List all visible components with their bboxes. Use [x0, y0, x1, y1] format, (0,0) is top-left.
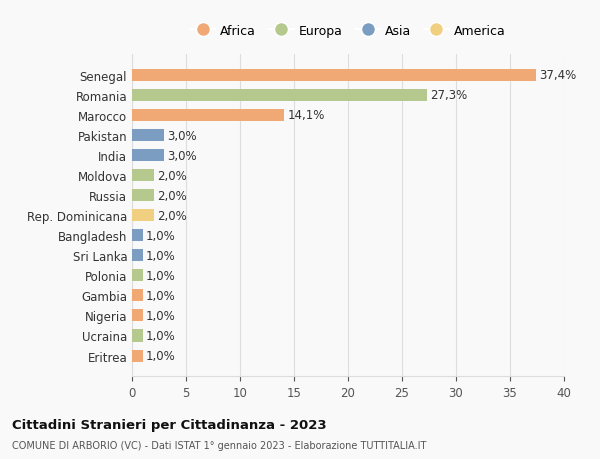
Text: 1,0%: 1,0%	[146, 269, 176, 282]
Bar	[132, 170, 154, 182]
Text: 14,1%: 14,1%	[287, 109, 325, 122]
Text: 1,0%: 1,0%	[146, 329, 176, 342]
Bar	[132, 270, 143, 282]
Text: 1,0%: 1,0%	[146, 349, 176, 362]
Text: 1,0%: 1,0%	[146, 309, 176, 322]
Bar	[132, 150, 164, 162]
Bar	[132, 330, 143, 342]
Text: 27,3%: 27,3%	[430, 89, 467, 102]
Bar	[132, 350, 143, 362]
Text: 1,0%: 1,0%	[146, 289, 176, 302]
Text: 1,0%: 1,0%	[146, 229, 176, 242]
Legend: Africa, Europa, Asia, America: Africa, Europa, Asia, America	[185, 20, 511, 43]
Text: 1,0%: 1,0%	[146, 249, 176, 262]
Bar	[132, 230, 143, 242]
Text: Cittadini Stranieri per Cittadinanza - 2023: Cittadini Stranieri per Cittadinanza - 2…	[12, 419, 326, 431]
Bar	[132, 110, 284, 122]
Text: 2,0%: 2,0%	[157, 189, 187, 202]
Bar	[132, 290, 143, 302]
Bar	[132, 310, 143, 322]
Text: 2,0%: 2,0%	[157, 169, 187, 182]
Bar	[132, 210, 154, 222]
Bar	[132, 70, 536, 82]
Text: 3,0%: 3,0%	[167, 129, 197, 142]
Text: COMUNE DI ARBORIO (VC) - Dati ISTAT 1° gennaio 2023 - Elaborazione TUTTITALIA.IT: COMUNE DI ARBORIO (VC) - Dati ISTAT 1° g…	[12, 440, 427, 450]
Bar	[132, 90, 427, 102]
Bar	[132, 130, 164, 142]
Bar	[132, 250, 143, 262]
Text: 2,0%: 2,0%	[157, 209, 187, 222]
Text: 3,0%: 3,0%	[167, 149, 197, 162]
Bar	[132, 190, 154, 202]
Text: 37,4%: 37,4%	[539, 69, 577, 82]
